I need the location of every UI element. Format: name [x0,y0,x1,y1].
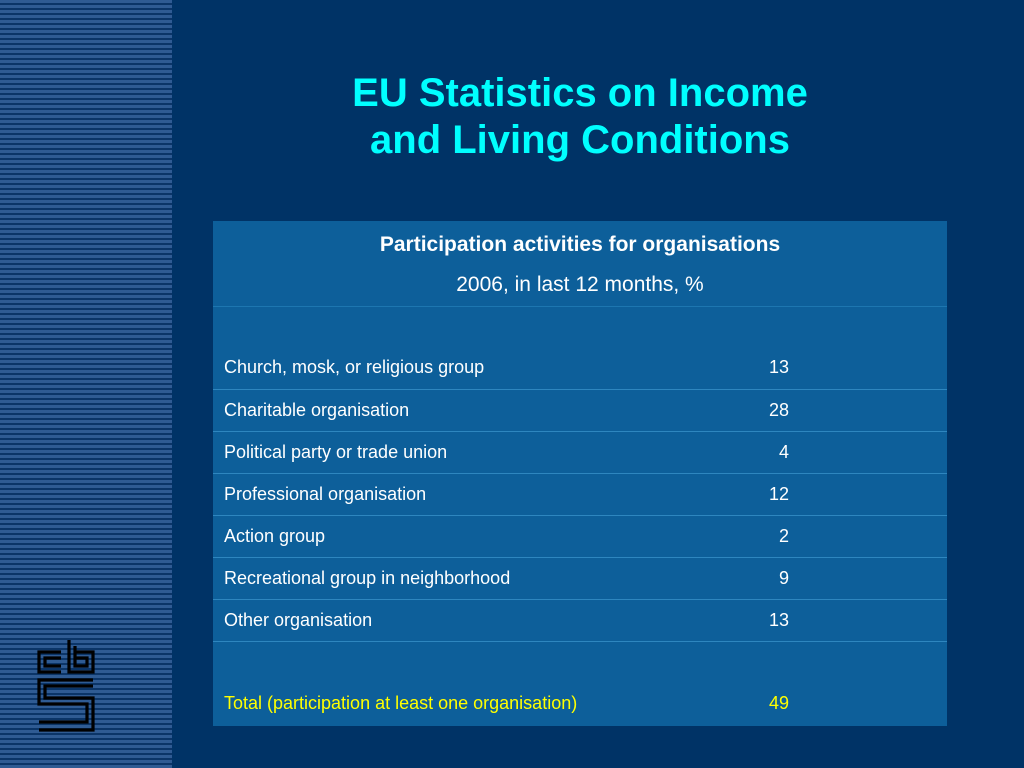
row-value: 12 [768,484,789,504]
row-label: Professional organisation [224,484,427,504]
table-row: Church, mosk, or religious group 13 [213,347,947,389]
slide-title-line-1: EU Statistics on Income [352,71,808,115]
table-row: Professional organisation 12 [213,473,947,516]
table-total-row: Total (participation at least one organi… [213,683,947,725]
slide-title-line-2: and Living Conditions [370,118,790,162]
row-value: 4 [778,442,789,462]
table-title: Participation activities for organisatio… [379,233,781,256]
row-value: 13 [768,357,789,377]
table-row: Political party or trade union 4 [213,431,947,474]
table-divider [213,641,947,642]
row-value: 2 [778,526,789,546]
row-label: Recreational group in neighborhood [224,568,511,588]
total-value: 49 [768,693,789,713]
row-label: Church, mosk, or religious group [224,357,485,377]
decorative-stripes [0,0,180,768]
table-row: Charitable organisation 28 [213,389,947,432]
slide-title: EU Statistics on Income and Living Condi… [180,70,980,164]
row-label: Action group [224,526,326,546]
total-label: Total (participation at least one organi… [224,693,578,713]
row-value: 9 [778,568,789,588]
table-row: Action group 2 [213,515,947,558]
table-row: Recreational group in neighborhood 9 [213,557,947,600]
table-header: Participation activities for organisatio… [213,221,947,307]
row-label: Charitable organisation [224,400,410,420]
participation-table: Participation activities for organisatio… [213,221,947,726]
row-value: 13 [768,610,789,630]
table-subtitle: 2006, in last 12 months, % [456,273,704,296]
cbs-logo-icon [37,640,95,732]
row-label: Political party or trade union [224,442,448,462]
table-row: Other organisation 13 [213,599,947,642]
row-label: Other organisation [224,610,373,630]
row-value: 28 [768,400,789,420]
